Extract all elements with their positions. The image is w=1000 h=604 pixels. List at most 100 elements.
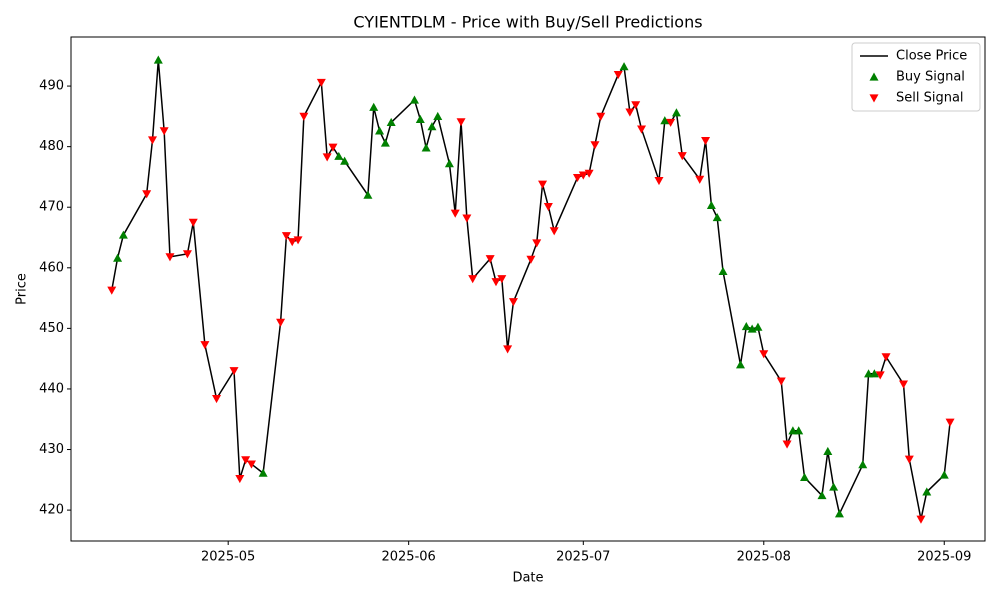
buy-marker — [858, 460, 868, 469]
buy-marker — [386, 117, 396, 127]
legend-box — [851, 42, 981, 112]
sell-marker — [578, 171, 588, 180]
sell-marker — [549, 227, 559, 236]
sell-marker — [142, 190, 152, 199]
x-axis-label: Date — [512, 571, 543, 586]
legend: Close Price Buy Signal Sell Signal — [851, 42, 981, 112]
sell-marker — [293, 236, 303, 245]
sell-marker — [229, 367, 239, 376]
y-tick-label: 450 — [39, 321, 64, 336]
sell-marker — [945, 418, 955, 427]
sell-marker — [462, 214, 472, 223]
sell-marker — [625, 108, 635, 117]
sell-marker — [322, 153, 332, 162]
buy-marker — [118, 230, 128, 239]
sell-marker — [776, 377, 786, 386]
sell-marker — [188, 218, 198, 227]
buy-marker — [829, 482, 839, 491]
sell-marker — [875, 371, 885, 380]
sell-marker — [316, 78, 326, 87]
sell-marker — [572, 173, 582, 183]
buy-marker — [735, 360, 745, 369]
sell-marker — [532, 239, 542, 248]
buy-marker — [712, 213, 722, 222]
buy-marker — [800, 472, 810, 481]
sell-marker — [468, 275, 478, 284]
y-tick-label: 480 — [39, 139, 64, 154]
sell-marker — [701, 136, 711, 146]
buy-marker — [660, 116, 670, 125]
sell-marker — [666, 118, 676, 127]
buy-marker — [380, 138, 390, 147]
chart-title: CYIENTDLM - Price with Buy/Sell Predicti… — [353, 13, 702, 32]
sell-marker — [276, 318, 286, 327]
sell-marker — [637, 125, 647, 134]
plot-frame — [70, 36, 986, 542]
buy-marker — [433, 111, 443, 120]
sell-marker — [759, 350, 769, 359]
sell-marker — [485, 255, 495, 264]
sell-marker — [450, 209, 460, 218]
sell-marker — [497, 275, 507, 284]
sell-marker — [526, 255, 536, 264]
sell-marker — [148, 136, 158, 145]
legend-label: Close Price — [896, 49, 967, 64]
sell-marker — [677, 152, 687, 161]
legend-label: Sell Signal — [896, 91, 964, 106]
x-tick-label: 2025-09 — [917, 550, 971, 565]
buy-marker — [939, 470, 949, 479]
y-tick-label: 470 — [39, 200, 64, 215]
sell-marker — [584, 169, 594, 178]
sell-marker — [782, 440, 792, 449]
sell-marker — [613, 70, 623, 80]
sell-marker — [904, 455, 914, 464]
x-tick-label: 2025-08 — [737, 550, 791, 565]
buy-marker — [823, 446, 833, 455]
sell-marker — [881, 353, 891, 362]
buy-marker — [706, 200, 716, 210]
buy-marker — [869, 369, 879, 378]
buy-marker — [258, 468, 268, 477]
y-tick-label: 430 — [39, 442, 64, 457]
buy-marker — [113, 253, 123, 262]
sell-marker — [898, 380, 908, 389]
sell-marker — [200, 341, 210, 350]
sell-marker — [287, 238, 297, 247]
x-tick-label: 2025-06 — [381, 550, 435, 565]
y-tick-label: 440 — [39, 381, 64, 396]
buy-marker — [369, 102, 379, 111]
sell-marker — [538, 180, 548, 189]
buy-marker — [415, 114, 425, 123]
y-tick-label: 460 — [39, 260, 64, 275]
buy-marker — [153, 55, 163, 64]
sell-marker — [543, 203, 553, 212]
buy-marker — [363, 190, 373, 199]
buy-marker — [788, 426, 798, 435]
sell-marker — [159, 127, 169, 136]
sell-marker — [212, 395, 222, 404]
buy-marker — [864, 369, 874, 378]
buy-marker — [427, 122, 437, 131]
sell-marker — [299, 112, 309, 121]
buy-marker — [817, 491, 827, 500]
legend-marker — [869, 72, 879, 81]
sell-marker — [107, 286, 117, 295]
y-tick-label: 490 — [39, 79, 64, 94]
sell-marker — [165, 253, 175, 262]
sell-marker — [654, 176, 664, 186]
buy-marker — [334, 151, 344, 160]
y-tick-label: 420 — [39, 503, 64, 518]
sell-marker — [916, 515, 926, 524]
buy-marker — [718, 266, 728, 276]
buy-marker — [794, 426, 804, 435]
buy-marker — [619, 62, 629, 71]
buy-marker — [741, 322, 751, 331]
sell-marker — [235, 475, 245, 484]
sell-marker — [328, 143, 338, 152]
buy-marker — [375, 126, 385, 135]
buy-marker — [444, 159, 454, 168]
x-tick-label: 2025-07 — [556, 550, 610, 565]
sell-marker — [695, 175, 705, 184]
